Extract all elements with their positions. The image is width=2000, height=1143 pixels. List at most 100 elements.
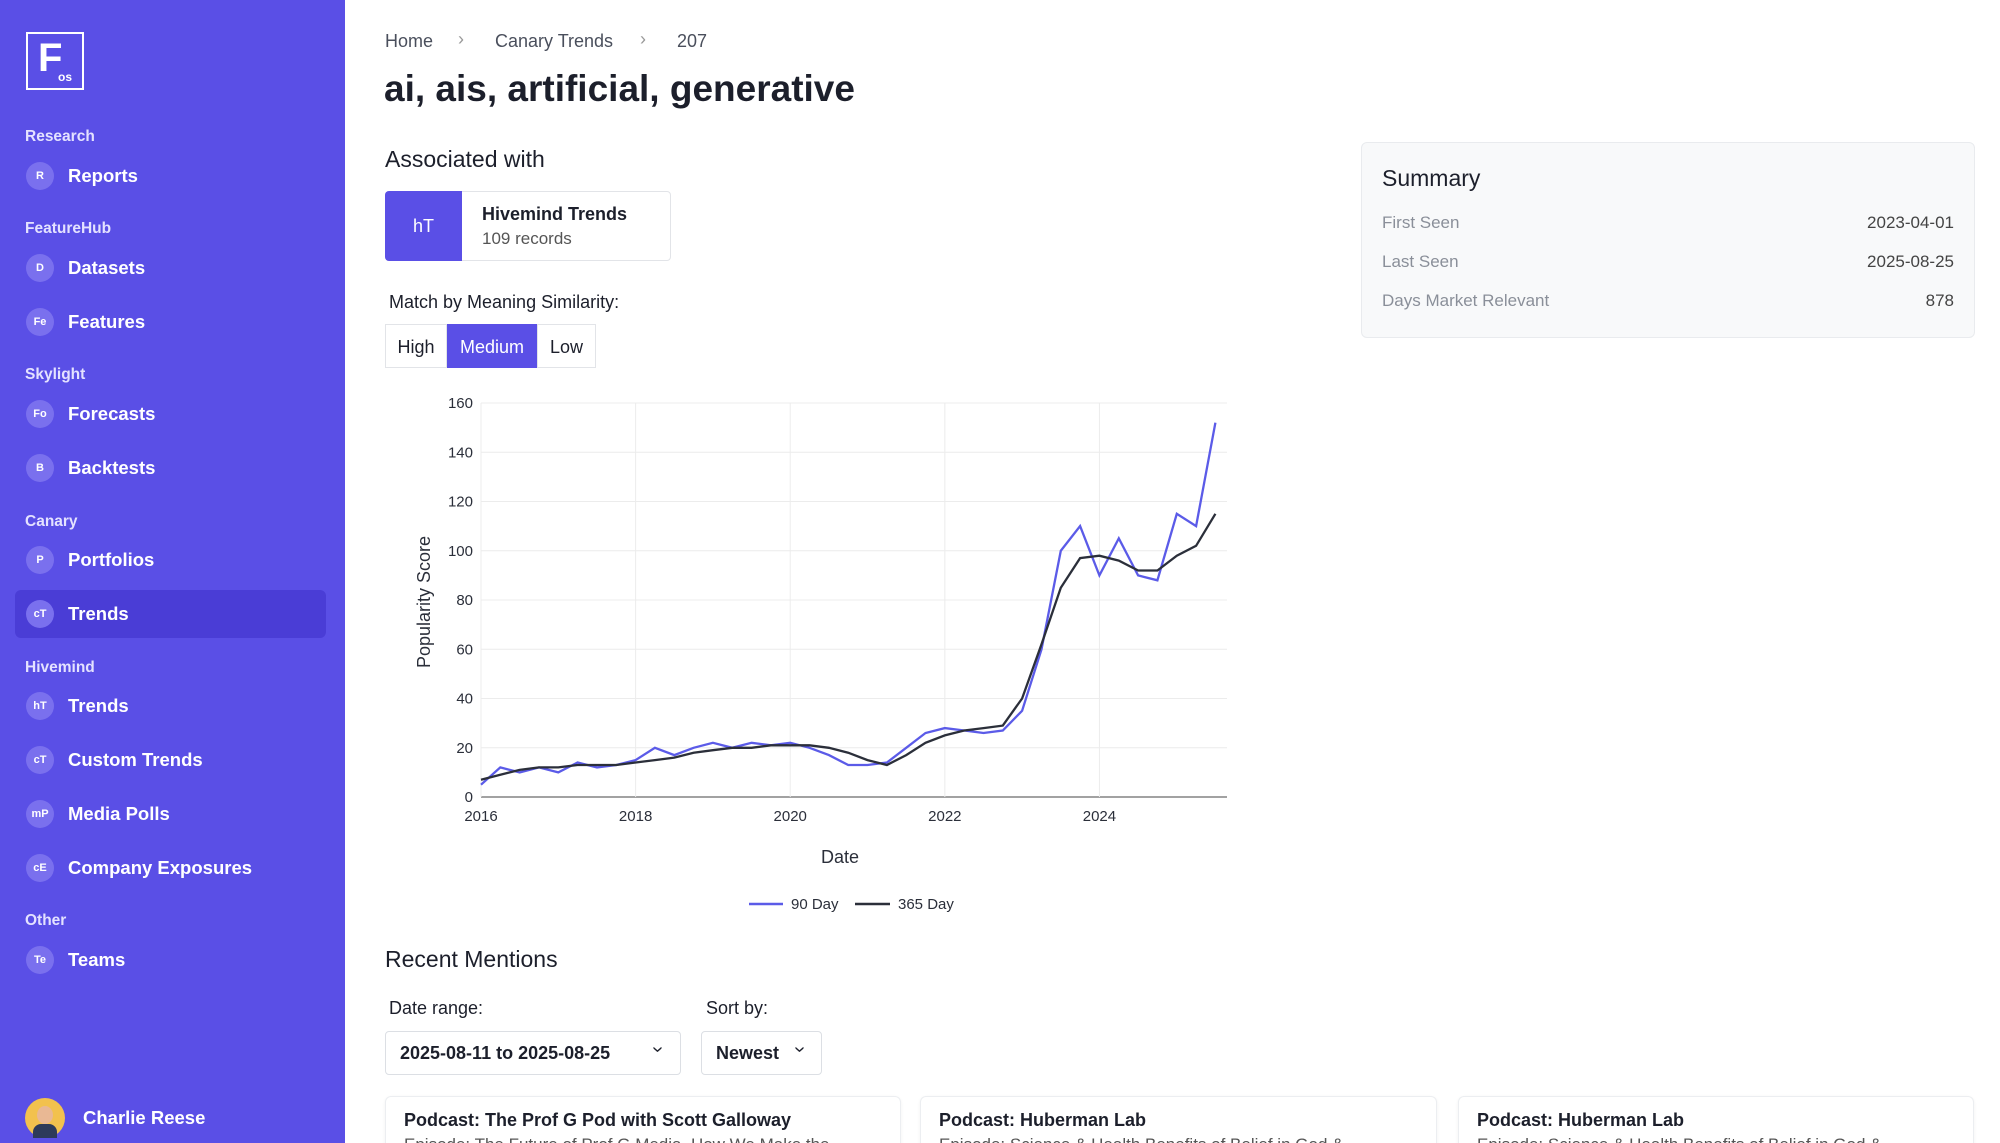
x-tick-label: 2020 [774, 808, 807, 825]
logo-sub: os [58, 70, 73, 84]
nav-badge: D [26, 253, 54, 282]
nav-item[interactable]: Reports [68, 164, 138, 186]
summary-title: Summary [1382, 165, 1481, 191]
avatar-face [37, 1106, 53, 1124]
section-header: Research [25, 128, 95, 145]
chevron: › [646, 1046, 669, 1053]
section-header: Canary [25, 512, 78, 530]
mention-episode: Episode: Science & Health Benefits of Be… [1477, 1135, 1881, 1143]
nav-item[interactable]: Features [68, 310, 146, 332]
nav-badge: P [26, 546, 54, 574]
y-tick-label: 120 [448, 494, 473, 511]
y-tick-label: 60 [456, 641, 473, 658]
y-tick-label: 140 [448, 444, 473, 461]
user-name[interactable]: Charlie Reese [83, 1107, 206, 1128]
nav-badge: B [26, 453, 54, 482]
summary-label: Last Seen [1382, 252, 1459, 271]
active-highlight [15, 589, 326, 638]
mention-episode: Episode: Science & Health Benefits of Be… [939, 1135, 1343, 1143]
x-tick-label: 2024 [1083, 808, 1116, 825]
match-label: Match by Meaning Similarity: [389, 292, 620, 312]
y-axis-title: Popularity Score [414, 536, 434, 668]
nav-badge: cT [26, 599, 54, 628]
y-tick-label: 160 [448, 395, 473, 412]
x-tick-label: 2018 [619, 808, 652, 825]
nav-item[interactable]: Backtests [68, 456, 156, 478]
summary-panel: Summary First Seen 2023-04-01 Last Seen 202… [1361, 142, 1975, 338]
match-option[interactable]: Medium [447, 324, 537, 368]
separator: › [640, 29, 646, 49]
line-series [480, 422, 1217, 786]
chart: Date Popularity Score 0 20 40 60 80 100 120 140… [414, 395, 1227, 913]
nav-badge: cE [26, 853, 54, 882]
select-value: Newest [716, 1043, 780, 1063]
nav-badge: Fe [26, 307, 54, 336]
y-tick-label: 0 [465, 789, 473, 806]
breadcrumb[interactable]: Home [385, 31, 434, 51]
nav-badge: hT [26, 692, 54, 721]
match-option[interactable]: Low [537, 324, 596, 368]
section-header: Hivemind [25, 658, 95, 676]
x-axis-title: Date [821, 847, 859, 867]
nav-badge: R [26, 161, 54, 190]
mention-card[interactable]: Podcast: Huberman Lab Episode: Science & … [1458, 1096, 1974, 1143]
nav-item[interactable]: Trends [68, 695, 129, 717]
nav-item[interactable]: Portfolios [68, 549, 155, 570]
section-header: FeatureHub [25, 220, 112, 238]
nav-item[interactable]: Media Polls [68, 802, 170, 824]
sidebar: F os Charlie Reese Research R Reports Featu… [0, 0, 345, 1143]
heading: Recent Mentions [385, 946, 558, 972]
select-value: 2025-08-11 to 2025-08-25 [400, 1043, 611, 1063]
nav-item[interactable]: Teams [68, 948, 126, 970]
mention-title: Podcast: Huberman Lab [1477, 1110, 1685, 1130]
date-range-select[interactable]: 2025-08-11 to 2025-08-25 › [385, 1031, 681, 1075]
logo[interactable]: F os [26, 32, 84, 90]
section-header: Other [25, 912, 67, 930]
x-tick-label: 2016 [464, 808, 497, 825]
y-tick-label: 80 [456, 592, 473, 609]
summary-value: 2023-04-01 [1867, 213, 1954, 232]
y-tick-label: 100 [448, 543, 473, 560]
nav-item[interactable]: Trends [68, 602, 129, 624]
mention-title: Podcast: The Prof G Pod with Scott Gallo… [404, 1110, 792, 1130]
nav-badge: Te [26, 945, 54, 974]
mention-card[interactable]: Podcast: Huberman Lab Episode: Science & … [920, 1096, 1437, 1143]
nav-item[interactable]: Custom Trends [68, 748, 203, 770]
y-tick-label: 40 [456, 691, 473, 708]
chevron: › [788, 1046, 811, 1053]
association-name: Hivemind Trends [482, 204, 628, 224]
y-tick-label: 20 [456, 740, 473, 757]
section-header: Skylight [25, 366, 86, 384]
summary-value: 878 [1925, 291, 1954, 310]
association-records: 109 records [482, 229, 572, 248]
date-range-label: Date range: [389, 998, 484, 1018]
nav-badge: cT [26, 745, 54, 774]
avatar[interactable] [25, 1098, 65, 1138]
avatar-body [33, 1124, 57, 1138]
nav-item[interactable]: Datasets [68, 256, 146, 278]
sort-select[interactable]: Newest › [701, 1031, 822, 1075]
breadcrumb[interactable]: Canary Trends [495, 31, 614, 51]
heading: Associated with [385, 146, 545, 172]
association-card[interactable]: hT Hivemind Trends 109 records [385, 191, 671, 261]
nav-item[interactable]: Company Exposures [68, 856, 253, 878]
page-title: ai, ais, artificial, generative [384, 68, 855, 109]
breadcrumb: 207 [677, 31, 708, 51]
legend-label: 90 Day [791, 896, 839, 913]
mention-episode: Episode: The Future of Prof G Media, How… [404, 1135, 830, 1143]
match-option[interactable]: High [385, 324, 447, 368]
nav-badge: mP [26, 799, 54, 828]
mention-title: Podcast: Huberman Lab [939, 1110, 1147, 1130]
association-badge: hT [385, 191, 462, 261]
separator: › [458, 29, 464, 49]
summary-label: First Seen [1382, 213, 1460, 232]
nav-item[interactable]: Forecasts [68, 402, 156, 424]
sort-label: Sort by: [706, 998, 769, 1018]
summary-label: Days Market Relevant [1382, 291, 1550, 310]
mention-card[interactable]: Podcast: The Prof G Pod with Scott Gallo… [385, 1096, 901, 1143]
x-tick-label: 2022 [928, 808, 961, 825]
line-series [480, 513, 1217, 781]
summary-value: 2025-08-25 [1867, 252, 1954, 271]
nav-badge: Fo [26, 399, 54, 428]
